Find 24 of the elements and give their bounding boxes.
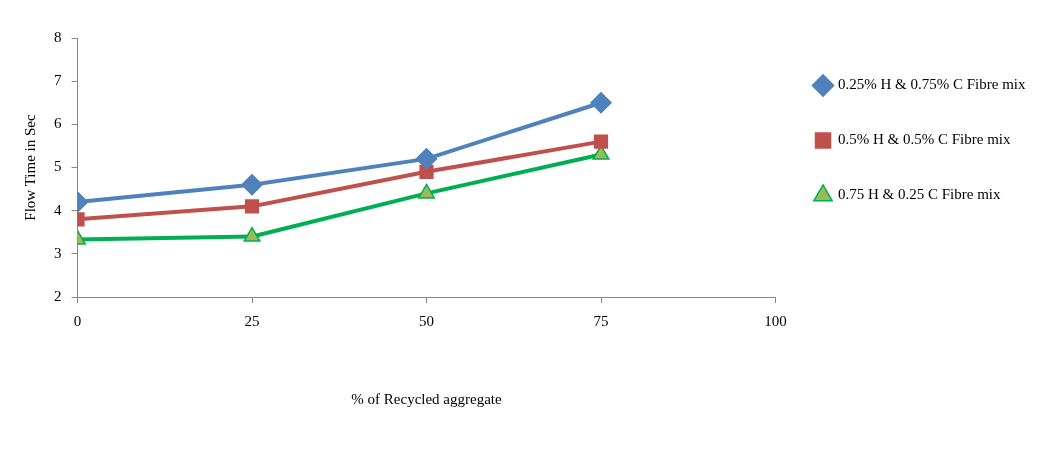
point: [241, 174, 263, 196]
point: [590, 92, 612, 114]
y-tick-label: 8: [54, 28, 62, 45]
x-tick-label: 50: [419, 312, 434, 329]
y-tick-label: 3: [54, 244, 62, 261]
y-tick-label: 5: [54, 158, 62, 175]
x-tick-label: 100: [764, 312, 787, 329]
legend-label: 0.5% H & 0.5% C Fibre mix: [838, 131, 1011, 148]
x-axis-title: % of Recycled aggregate: [351, 390, 503, 407]
point: [415, 148, 438, 170]
point: [417, 183, 436, 199]
x-tick-label: 75: [593, 312, 609, 329]
y-tick-label: 4: [54, 201, 62, 218]
y-axis-title: Flow Time in Sec: [21, 114, 38, 221]
y-tick-label: 2: [54, 287, 62, 304]
legend-label: 0.25% H & 0.75% C Fibre mix: [838, 76, 1026, 93]
y-tick-label: 6: [54, 115, 62, 132]
x-tick-label: 0: [73, 312, 82, 329]
point: [243, 226, 261, 242]
point: [244, 199, 260, 214]
x-tick-label: 25: [244, 312, 260, 329]
point: [593, 134, 609, 149]
legend-label: 0.75 H & 0.25 C Fibre mix: [838, 186, 1001, 203]
y-tick-label: 7: [54, 72, 62, 89]
